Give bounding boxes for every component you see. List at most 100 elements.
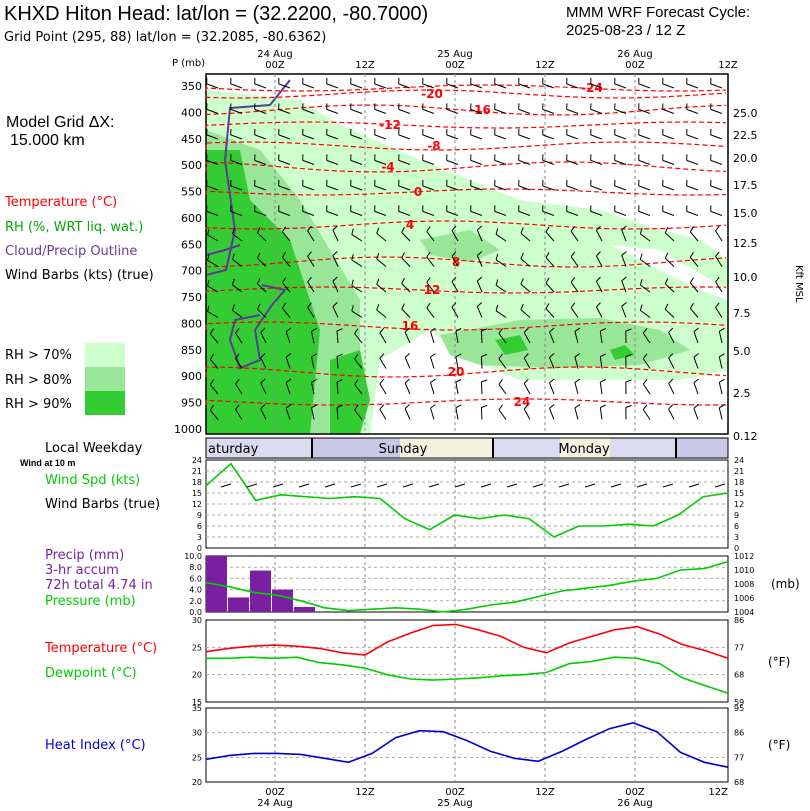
wind-barb [336, 330, 339, 344]
temperature-contour-label: -12 [379, 118, 401, 132]
wind-barb-feather [455, 378, 462, 383]
legend-rh90-label: RH > 90% [5, 397, 72, 412]
cycle-line-1: MMM WRF Forecast Cycle: [566, 4, 751, 21]
wind-barb-feather [207, 305, 210, 312]
wind-barb [686, 159, 699, 165]
wind-barb [494, 185, 507, 191]
wind-barb-feather [235, 327, 240, 334]
temperature-contour [205, 321, 727, 331]
wind-barb-feather [401, 277, 405, 284]
precip-bar [206, 556, 227, 612]
surface-wind-barb [532, 483, 544, 488]
legend-wind: Wind Barbs (kts) (true) [5, 268, 154, 283]
wind-barb-feather [625, 328, 632, 332]
precip-bar [228, 597, 249, 612]
wind-barb [662, 83, 675, 89]
wind-barb [235, 332, 243, 344]
wind-barb [209, 358, 219, 369]
wind-barb-feather [574, 404, 581, 409]
wind-barb-feather [336, 328, 343, 332]
wind-barb [614, 159, 627, 165]
wind-barb [206, 159, 219, 165]
temperature-panel-right-tick: 86 [734, 616, 744, 625]
wind-barb [350, 159, 363, 165]
pressure-line [205, 560, 729, 613]
rh80-swatch [85, 367, 125, 391]
wind-barb-feather [401, 303, 405, 310]
wind-barb [398, 108, 411, 114]
wind-barb [401, 308, 411, 318]
kft-tick-label: 0.12 [733, 430, 758, 443]
wind-barb [379, 408, 387, 420]
wind-barb [545, 282, 555, 293]
wind-barb-feather [476, 225, 483, 231]
rh80-area-upper [420, 230, 500, 262]
wind-barb [599, 331, 603, 344]
wind-barb-feather [498, 353, 503, 360]
wind-barb [520, 283, 531, 293]
precip-panel-right-tick: 1006 [734, 594, 754, 603]
wind-barb [278, 185, 291, 191]
wind-barb-feather [351, 305, 354, 312]
temperature-panel-frame [205, 619, 729, 703]
wind-barb [495, 233, 507, 242]
weekday-band [312, 438, 493, 458]
wind-barb-feather [260, 327, 266, 333]
wind-barb [642, 332, 651, 344]
wind-barb [498, 333, 507, 344]
wind-barb [446, 185, 459, 191]
wind-barb-feather [256, 278, 261, 284]
wind-barb-feather [719, 404, 725, 409]
wind-barb-feather [476, 302, 483, 307]
wind-barb [332, 255, 339, 267]
precip-bar [272, 589, 293, 612]
wind-barb [302, 210, 315, 216]
temperature-panel-right-tick: 77 [734, 643, 744, 652]
wind-barb [206, 83, 219, 89]
wind-barb [332, 280, 339, 293]
wind-barb [686, 108, 699, 114]
wind-barb [689, 282, 699, 293]
rh-fill-layer [206, 74, 728, 434]
bottom-x-tick-label: 00Z [445, 787, 465, 798]
wind-barb [302, 108, 315, 114]
wind-barb [374, 83, 387, 89]
wind-speed-panel-right-tick: 0 [734, 544, 739, 553]
wind-barb [470, 210, 483, 216]
kft-tick-label: 5.0 [733, 345, 751, 358]
pressure-tick-label: 550 [181, 186, 202, 199]
top-date-label: 25 Aug [437, 49, 472, 60]
wind-speed-panel-right-tick: 18 [734, 478, 744, 487]
wind-barb-feather [235, 378, 240, 385]
wind-barb [621, 280, 627, 293]
wind-barb [668, 332, 675, 344]
wind-barb [398, 83, 411, 89]
wind-barb [549, 382, 555, 395]
wind-barb-feather [231, 227, 235, 234]
wind-speed-line [205, 462, 729, 538]
wind-barb [686, 185, 699, 191]
wind-speed-panel-frame [205, 459, 729, 549]
wind-barb [311, 331, 315, 344]
wind-barb [495, 259, 507, 267]
wind-speed-panel-right-tick: 6 [734, 522, 739, 531]
wind-barb-feather [639, 253, 643, 260]
wind-barb [498, 358, 507, 369]
wind-barb [235, 383, 243, 395]
wind-barb-feather [207, 254, 210, 261]
legend-cloud: Cloud/Precip Outline [5, 244, 138, 259]
wind-barb-feather [664, 252, 669, 259]
wind-barb [570, 281, 579, 293]
wind-barb [326, 108, 339, 114]
wind-barb-feather [285, 404, 292, 409]
wind-barb-feather [332, 251, 338, 256]
wind-barb [574, 407, 579, 420]
wind-barb [566, 134, 579, 140]
wind-barb [230, 83, 243, 89]
wind-barb [430, 382, 435, 395]
precip-bar [294, 606, 315, 612]
wind-barb [542, 159, 555, 165]
wind-barb-feather [376, 253, 380, 260]
wind-barb-feather [379, 404, 385, 410]
legend-wind-spd: Wind Spd (kts) [45, 473, 141, 488]
